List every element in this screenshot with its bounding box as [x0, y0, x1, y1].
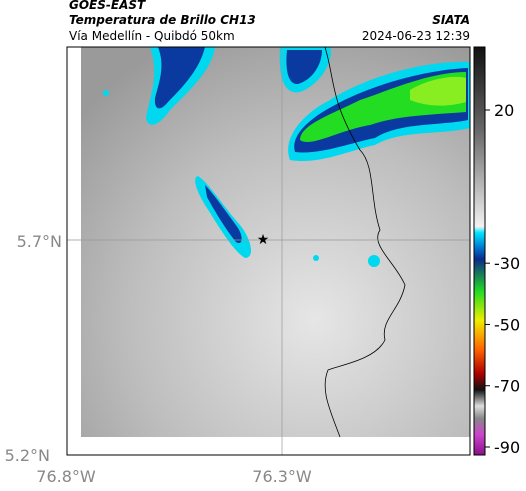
lon-label: 76.3°W [252, 467, 312, 486]
left-title: GOES-EAST [69, 0, 146, 12]
right-caption: 2024-06-23 12:39 [362, 29, 470, 43]
colorbar-tick-label: -50 [494, 315, 520, 334]
colorbar [473, 46, 486, 456]
colorbar-tick-label: -70 [494, 377, 520, 396]
left-subtitle: Temperatura de Brillo CH13 [69, 13, 256, 27]
lat-label: 5.2°N [5, 446, 50, 465]
left-caption: Vía Medellín - Quibdó 50km [69, 29, 235, 43]
lon-label: 76.8°W [36, 467, 96, 486]
colorbar-tick-label: -30 [494, 254, 520, 273]
right-title: SIATA [432, 13, 470, 27]
colorbar-tick-label: 20 [494, 101, 514, 120]
svg-text:★: ★ [257, 232, 270, 248]
lat-label: 5.7°N [17, 232, 62, 251]
colorbar-ticks: 20 -30 -50 -70 -90 [485, 101, 520, 457]
map: ★ [66, 46, 471, 456]
colorbar-tick-label: -90 [494, 438, 520, 457]
